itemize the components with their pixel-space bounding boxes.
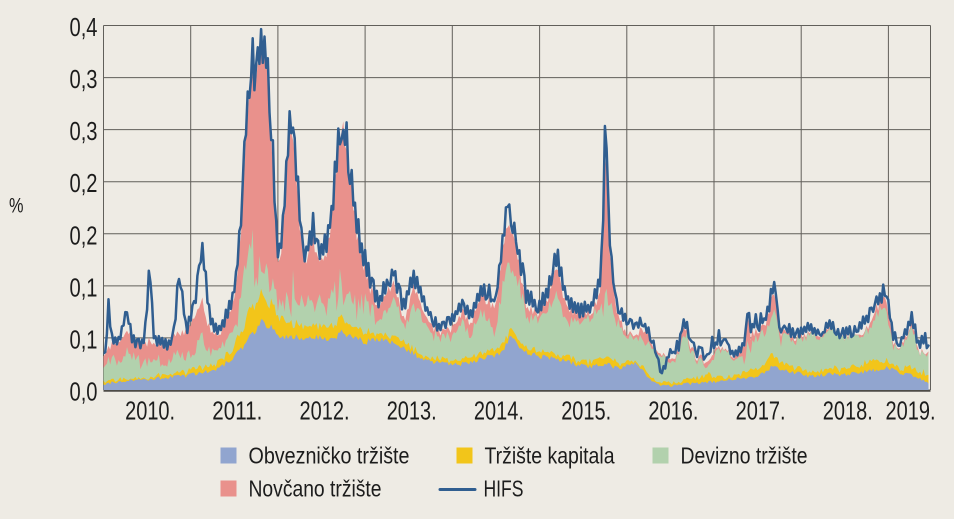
svg-text:0,1: 0,1	[70, 324, 98, 354]
svg-text:0,0: 0,0	[70, 377, 98, 407]
svg-text:2013.: 2013.	[387, 395, 437, 425]
svg-text:0,1: 0,1	[70, 272, 98, 302]
svg-text:2015.: 2015.	[561, 395, 611, 425]
svg-text:HIFS: HIFS	[484, 476, 524, 502]
svg-text:2012.: 2012.	[300, 395, 350, 425]
svg-text:0,4: 0,4	[70, 12, 98, 42]
svg-text:Novčano tržište: Novčano tržište	[249, 476, 382, 502]
svg-text:Devizno tržište: Devizno tržište	[681, 443, 808, 469]
svg-text:Obvezničko tržište: Obvezničko tržište	[249, 443, 410, 469]
svg-text:2016.: 2016.	[648, 395, 698, 425]
svg-text:%: %	[9, 194, 24, 217]
svg-text:0,2: 0,2	[70, 168, 98, 198]
svg-text:2010.: 2010.	[125, 395, 175, 425]
svg-text:2018.: 2018.	[823, 395, 873, 425]
svg-text:0,2: 0,2	[70, 220, 98, 250]
svg-text:2014.: 2014.	[474, 395, 524, 425]
svg-text:Tržište kapitala: Tržište kapitala	[485, 443, 615, 469]
svg-text:2019.: 2019.	[886, 395, 936, 425]
svg-text:0,3: 0,3	[70, 64, 98, 94]
svg-text:2017.: 2017.	[736, 395, 786, 425]
svg-text:0,3: 0,3	[70, 116, 98, 146]
svg-text:2011.: 2011.	[212, 395, 262, 425]
